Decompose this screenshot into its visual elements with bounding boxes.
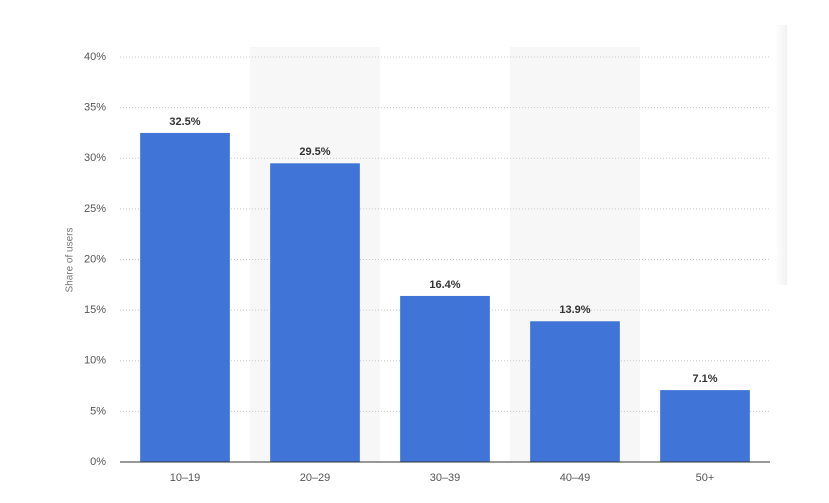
edge-shade xyxy=(775,25,787,285)
y-tick-label: 20% xyxy=(84,253,106,265)
y-tick-label: 0% xyxy=(90,456,106,468)
y-tick-label: 15% xyxy=(84,304,106,316)
value-label: 7.1% xyxy=(692,373,717,385)
value-label: 13.9% xyxy=(559,304,590,316)
x-tick-label: 10–19 xyxy=(170,472,201,484)
y-tick-label: 40% xyxy=(84,51,106,63)
value-label: 29.5% xyxy=(299,146,330,158)
value-label: 16.4% xyxy=(429,279,460,291)
y-axis-label: Share of users xyxy=(65,227,76,292)
y-tick-label: 30% xyxy=(84,152,106,164)
x-tick-label: 30–39 xyxy=(430,472,461,484)
y-tick-label: 5% xyxy=(90,405,106,417)
bar xyxy=(140,132,230,462)
bar xyxy=(530,321,620,462)
x-tick-label: 50+ xyxy=(696,472,715,484)
x-tick-label: 40–49 xyxy=(560,472,591,484)
bar xyxy=(270,163,360,462)
y-tick-label: 10% xyxy=(84,355,106,367)
value-label: 32.5% xyxy=(169,116,200,128)
y-tick-label: 25% xyxy=(84,203,106,215)
y-tick-label: 35% xyxy=(84,102,106,114)
bar xyxy=(400,295,490,462)
x-tick-label: 20–29 xyxy=(300,472,331,484)
bar xyxy=(660,390,750,462)
